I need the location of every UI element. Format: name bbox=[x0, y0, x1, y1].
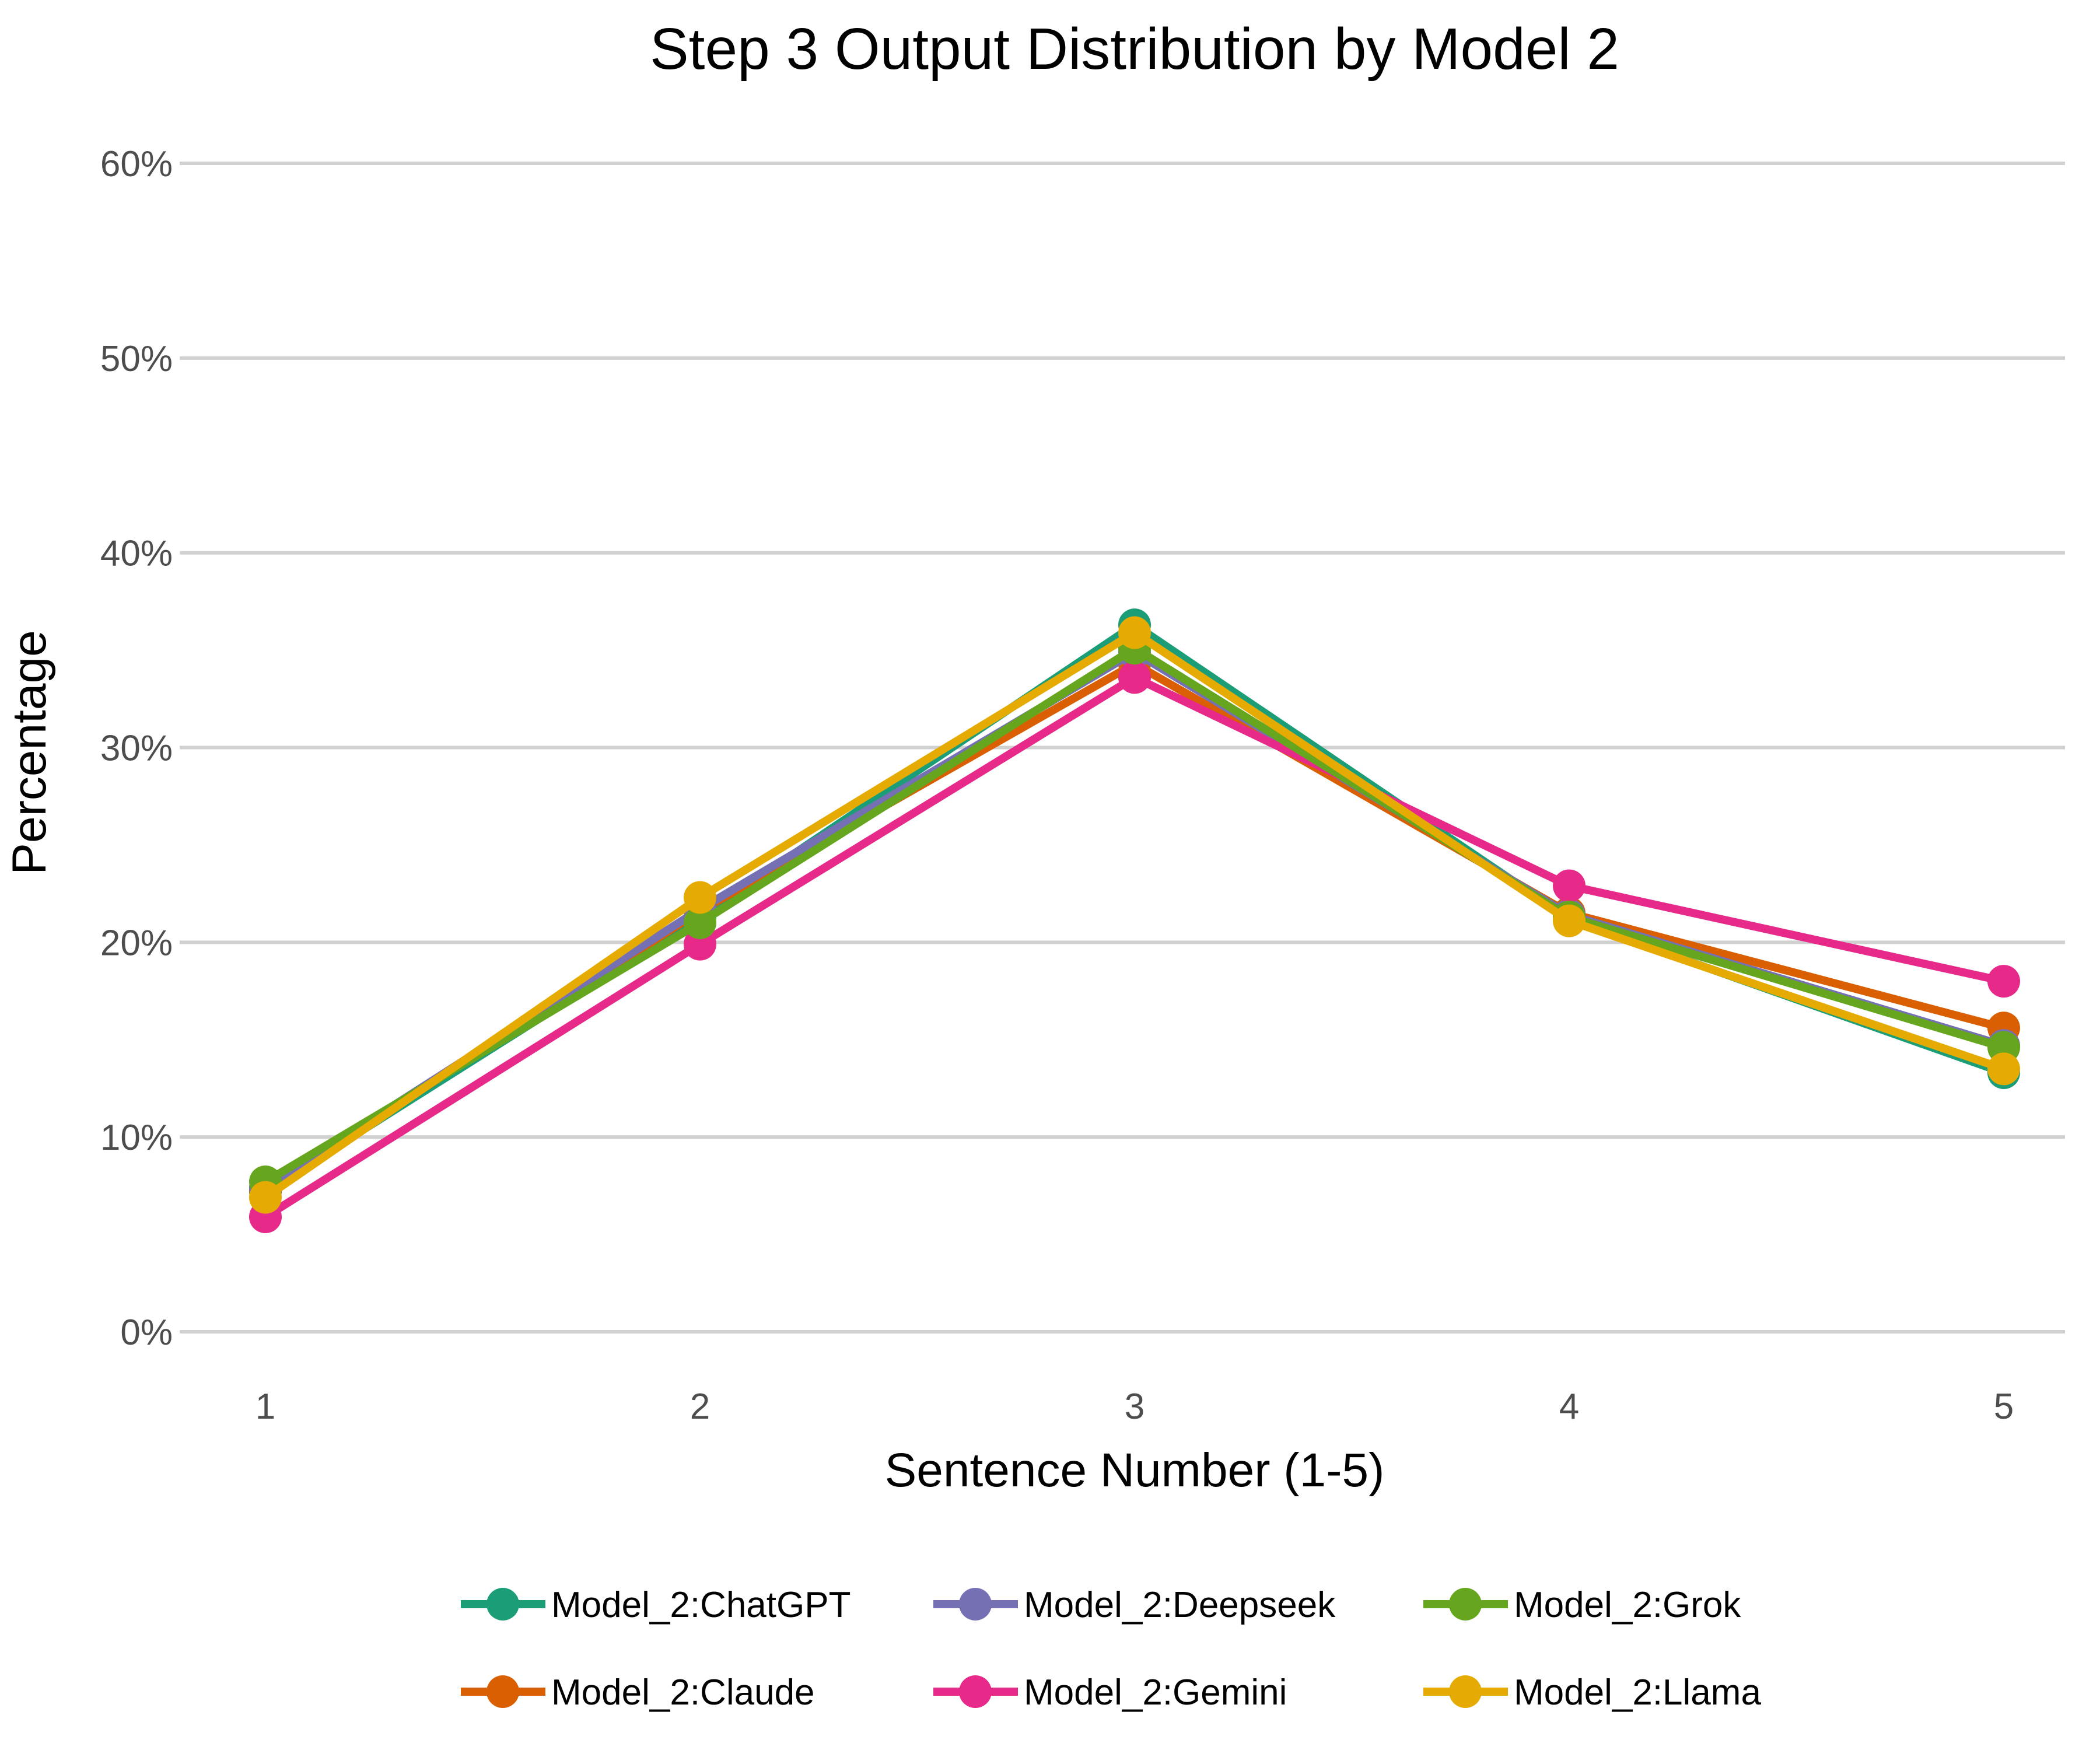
plot-area bbox=[249, 608, 2020, 1234]
y-tick-label: 20% bbox=[100, 923, 173, 963]
y-tick-label: 10% bbox=[100, 1118, 173, 1158]
y-tick-label: 0% bbox=[120, 1312, 173, 1353]
grid-lines bbox=[180, 162, 2065, 1334]
legend: Model_2:ChatGPT Model_2:Claude Model_2:Dee… bbox=[461, 1585, 1761, 1713]
data-point bbox=[684, 881, 716, 914]
data-point bbox=[1987, 1052, 2020, 1086]
y-tick-label: 30% bbox=[100, 729, 173, 769]
data-point bbox=[1118, 616, 1151, 649]
x-tick-label: 4 bbox=[1559, 1387, 1579, 1427]
legend-swatch-marker bbox=[487, 1675, 519, 1708]
x-tick-label: 2 bbox=[690, 1387, 710, 1427]
legend-item: Model_2:Deepseek bbox=[933, 1585, 1336, 1625]
legend-label: Model_2:Llama bbox=[1514, 1672, 1761, 1713]
series-grok bbox=[249, 632, 2020, 1198]
data-point bbox=[249, 1181, 282, 1214]
series-line bbox=[261, 628, 2008, 1202]
legend-swatch-marker bbox=[959, 1675, 992, 1708]
data-point bbox=[1553, 904, 1586, 937]
legend-label: Model_2:Grok bbox=[1514, 1585, 1741, 1625]
legend-label: Model_2:Deepseek bbox=[1024, 1585, 1336, 1625]
y-tick-label: 50% bbox=[100, 339, 173, 379]
series-line bbox=[261, 621, 2008, 1196]
x-tick-label: 3 bbox=[1125, 1387, 1144, 1427]
legend-swatch-marker bbox=[487, 1588, 519, 1620]
y-axis-ticks: 0% 10% 20% 30% 40% 50% 60% bbox=[100, 144, 173, 1353]
legend-swatch-marker bbox=[1449, 1675, 1482, 1708]
x-tick-label: 1 bbox=[256, 1387, 275, 1427]
y-tick-label: 60% bbox=[100, 144, 173, 184]
y-axis-title: Percentage bbox=[3, 630, 56, 874]
legend-swatch-marker bbox=[959, 1588, 992, 1620]
data-point bbox=[1987, 965, 2020, 998]
legend-item: Model_2:Grok bbox=[1423, 1585, 1741, 1625]
legend-label: Model_2:Gemini bbox=[1024, 1672, 1287, 1713]
legend-item: Model_2:Llama bbox=[1423, 1672, 1761, 1713]
series-gemini bbox=[249, 661, 2020, 1234]
legend-swatch-marker bbox=[1449, 1588, 1482, 1620]
y-tick-label: 40% bbox=[100, 534, 173, 574]
series-chatgpt bbox=[249, 608, 2020, 1208]
legend-item: Model_2:Claude bbox=[461, 1672, 815, 1713]
data-point bbox=[1118, 661, 1151, 694]
x-tick-label: 5 bbox=[1994, 1387, 2014, 1427]
data-point bbox=[1553, 869, 1586, 902]
series-line bbox=[261, 644, 2008, 1186]
data-point bbox=[684, 906, 716, 939]
legend-label: Model_2:ChatGPT bbox=[551, 1585, 850, 1625]
x-axis-title: Sentence Number (1-5) bbox=[885, 1444, 1385, 1497]
legend-label: Model_2:Claude bbox=[551, 1672, 815, 1713]
chart-title: Step 3 Output Distribution by Model 2 bbox=[650, 16, 1619, 82]
legend-item: Model_2:ChatGPT bbox=[461, 1585, 850, 1625]
x-axis-ticks: 1 2 3 4 5 bbox=[256, 1387, 2014, 1427]
series-llama bbox=[249, 616, 2020, 1214]
legend-item: Model_2:Gemini bbox=[933, 1672, 1287, 1713]
series-deepseek bbox=[249, 635, 2020, 1204]
